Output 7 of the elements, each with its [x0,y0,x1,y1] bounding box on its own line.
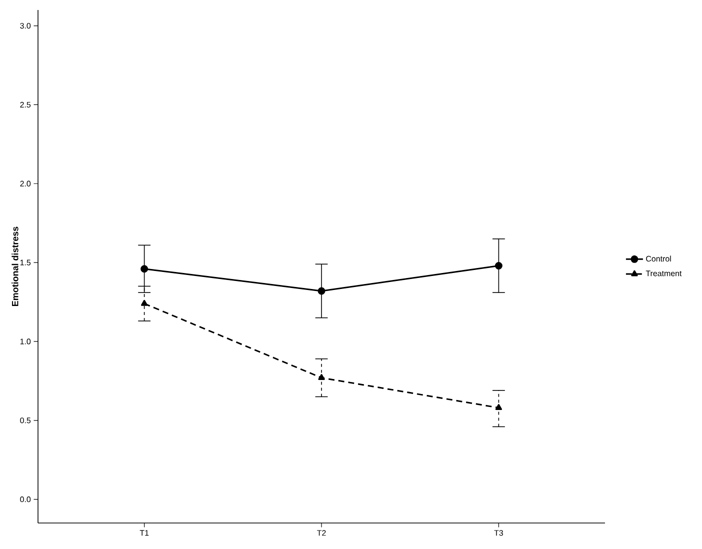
point [318,287,326,295]
y-axis-title: Emotional distress [12,226,18,306]
point [140,265,148,273]
point [495,404,502,410]
point [494,262,502,270]
point [140,300,148,306]
point [318,374,325,380]
